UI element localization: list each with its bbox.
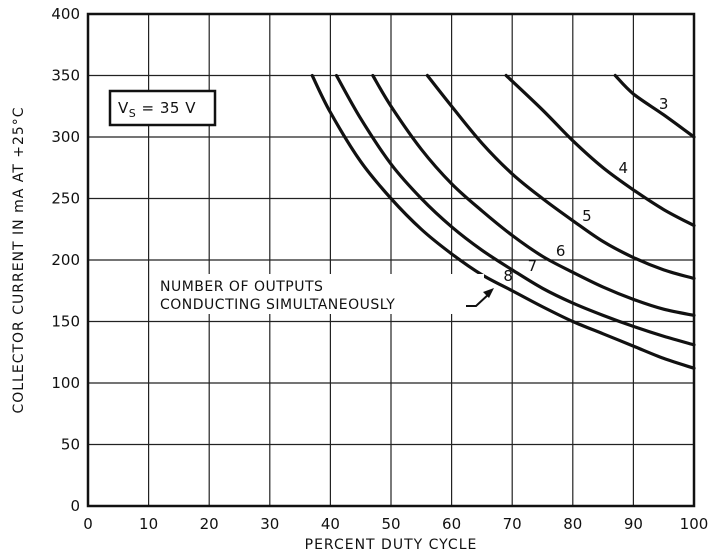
series-label-4: 4 (619, 159, 629, 177)
series-line-3 (613, 73, 696, 139)
x-tick-label: 70 (503, 515, 522, 533)
outputs-annotation: NUMBER OF OUTPUTS CONDUCTING SIMULTANEOU… (156, 274, 494, 314)
condition-box-subscript: S (129, 107, 136, 120)
y-tick-label: 200 (51, 251, 80, 269)
series-line-6 (371, 73, 696, 317)
tick-labels: 0 10 20 30 40 50 60 70 80 90 100 0 50 100 150 200 250 300… (51, 5, 708, 533)
x-tick-label: 60 (442, 515, 461, 533)
y-tick-label: 0 (70, 497, 80, 515)
condition-box-prefix: V (118, 99, 129, 117)
condition-box-suffix: = 35 V (136, 99, 196, 117)
x-tick-label: 40 (321, 515, 340, 533)
x-tick-label: 0 (83, 515, 93, 533)
y-tick-label: 100 (51, 374, 80, 392)
series-line-4 (504, 73, 696, 228)
y-tick-label: 250 (51, 190, 80, 208)
x-tick-label: 30 (260, 515, 279, 533)
series-label-5: 5 (582, 207, 592, 225)
svg-text:VS = 35 V: VS = 35 V (118, 99, 196, 120)
series-line-8 (310, 73, 696, 370)
grid (88, 14, 694, 506)
series-line-7 (334, 73, 696, 347)
plot-frame (86, 12, 696, 508)
series-label-8: 8 (503, 267, 513, 285)
x-tick-label: 80 (563, 515, 582, 533)
series-label-3: 3 (659, 95, 669, 113)
x-tick-label: 10 (139, 515, 158, 533)
y-tick-label: 350 (51, 67, 80, 85)
annotation-line-1: NUMBER OF OUTPUTS (160, 279, 323, 295)
series-label-6: 6 (556, 242, 566, 260)
y-tick-label: 150 (51, 313, 80, 331)
x-tick-label: 20 (200, 515, 219, 533)
annotation-arrow (466, 292, 491, 307)
series-label-7: 7 (528, 257, 538, 275)
annotation-line-2: CONDUCTING SIMULTANEOUSLY (160, 297, 395, 313)
y-axis-title: COLLECTOR CURRENT IN mA AT +25°C (11, 106, 27, 413)
x-tick-label: 50 (381, 515, 400, 533)
y-tick-label: 300 (51, 128, 80, 146)
y-tick-label: 400 (51, 5, 80, 23)
annotation-arrowhead (483, 288, 494, 298)
x-axis-title: PERCENT DUTY CYCLE (305, 537, 478, 553)
y-tick-label: 50 (61, 436, 80, 454)
x-tick-label: 90 (624, 515, 643, 533)
x-tick-label: 100 (680, 515, 709, 533)
condition-box: VS = 35 V (108, 89, 217, 127)
series-line-5 (425, 73, 696, 281)
